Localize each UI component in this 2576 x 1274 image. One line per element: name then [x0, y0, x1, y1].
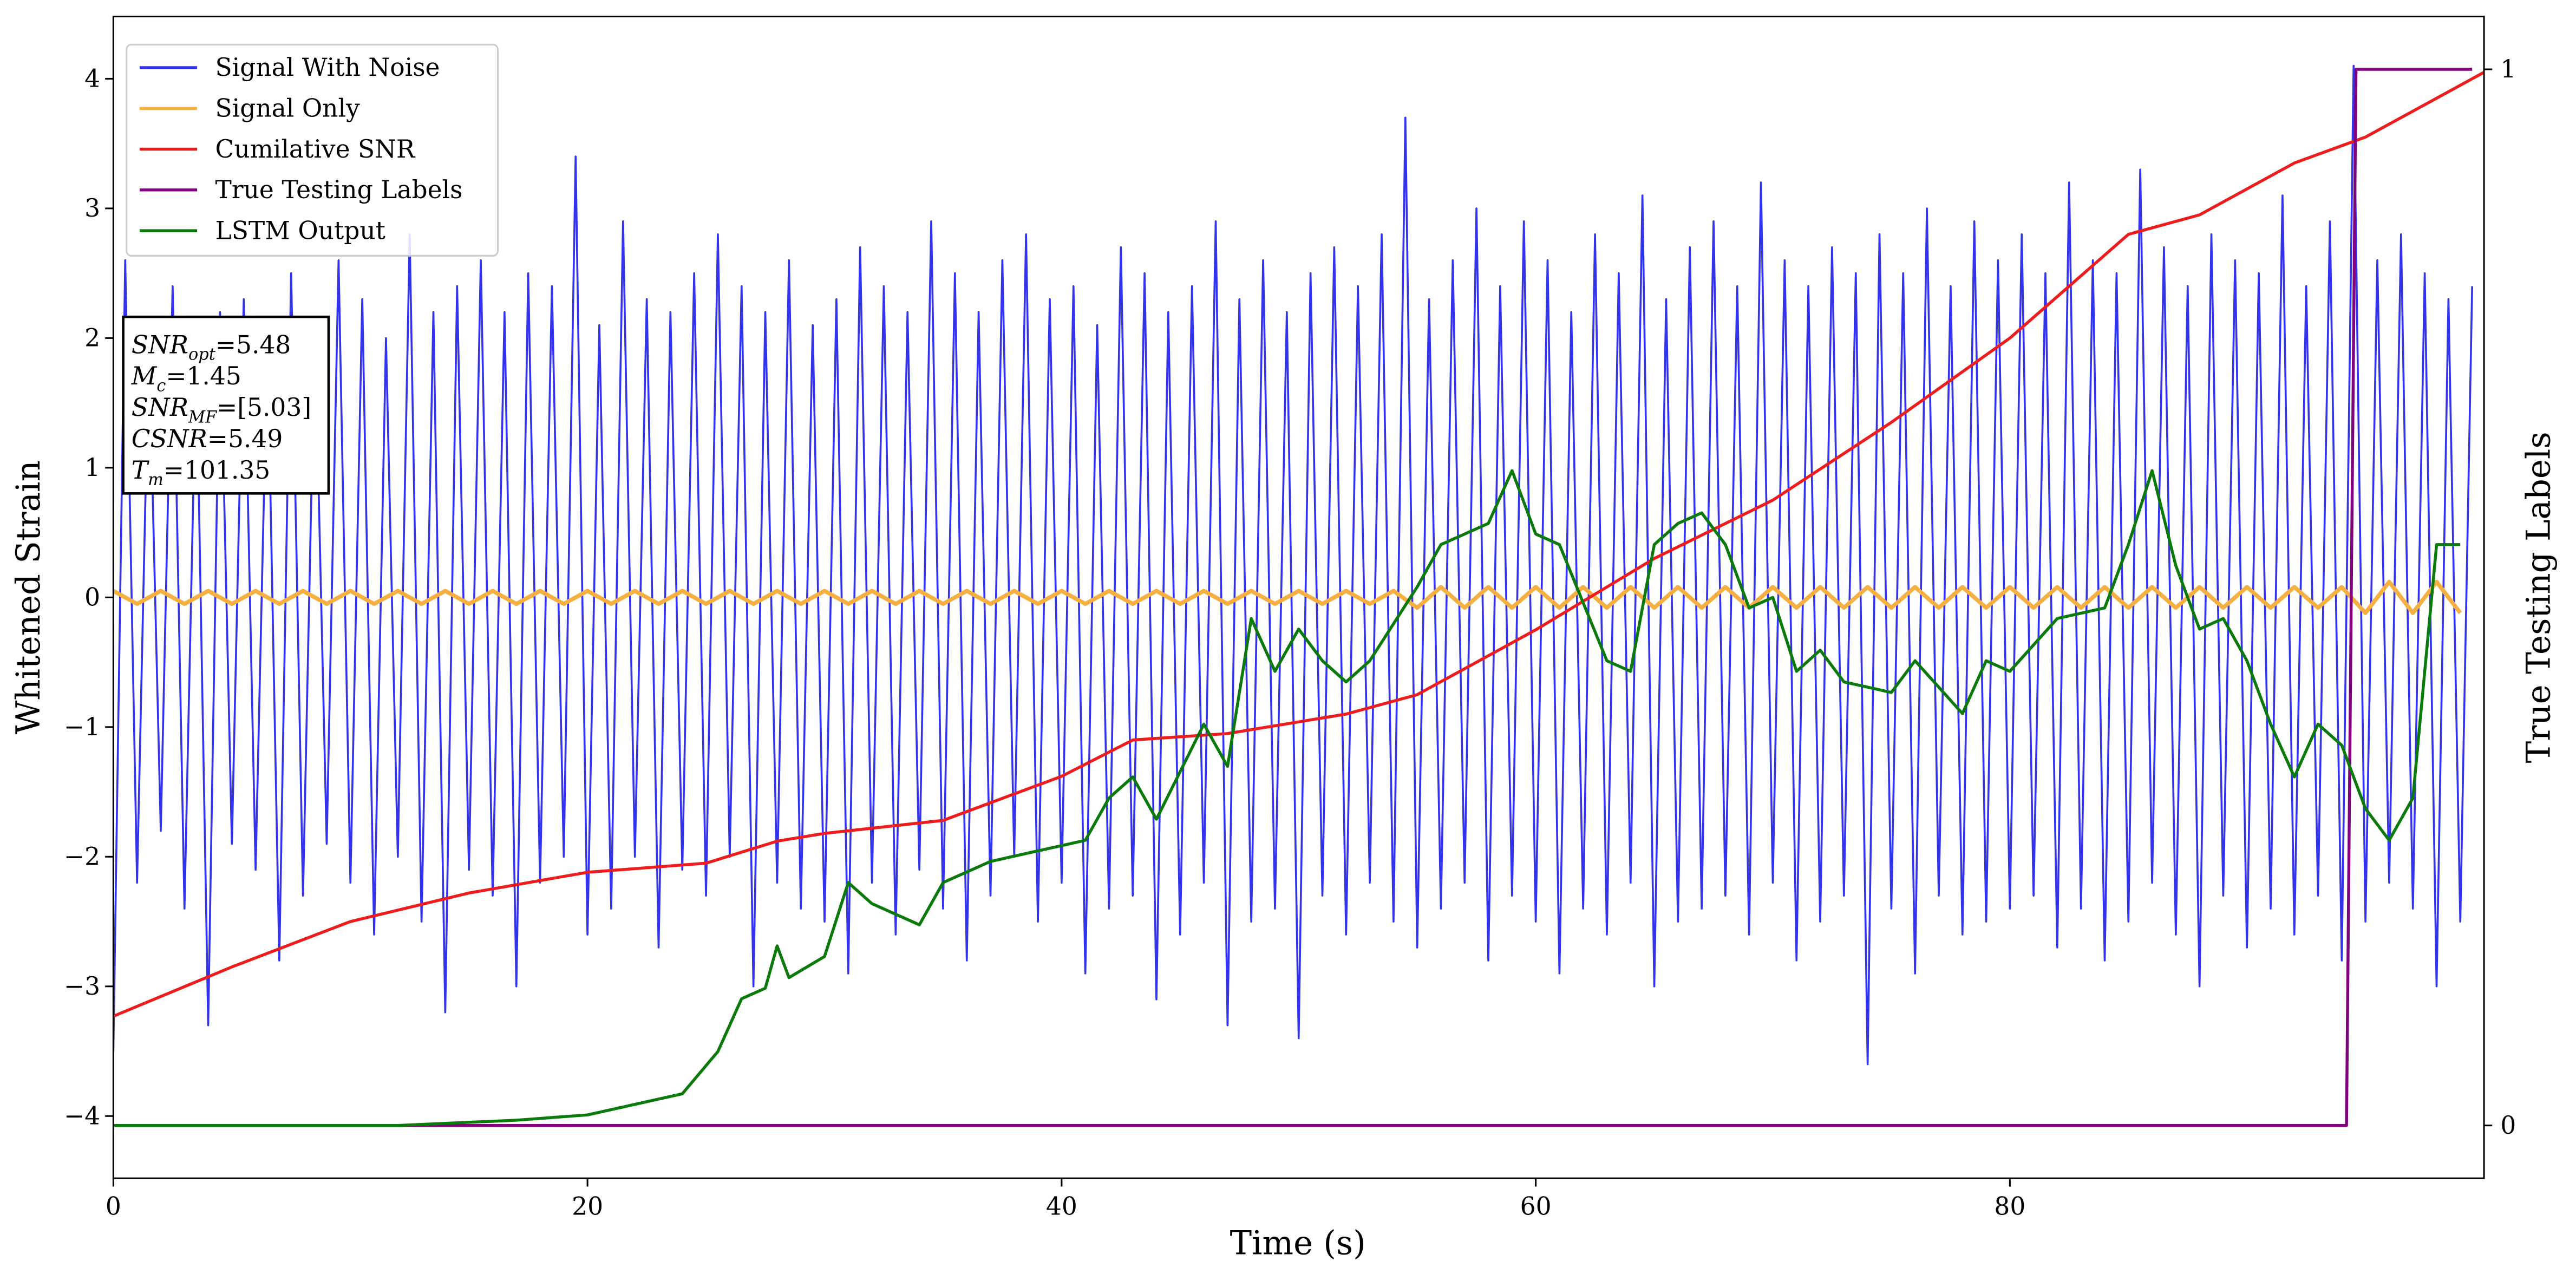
annotation-text: Mc=1.45	[131, 362, 241, 395]
annotation-text: SNRopt=5.48	[132, 330, 291, 364]
y-tick-label: 1	[84, 453, 100, 482]
annotation-value: =101.35	[164, 456, 270, 485]
legend: Signal With Noise Signal Only Cumilative S…	[126, 43, 499, 257]
annotation-text: Tm=101.35	[132, 456, 271, 489]
annotation-label: SNR	[132, 330, 188, 359]
annotation-box: SNRopt=5.48Mc=1.45SNRMF=[5.03]CSNR=5.49T…	[122, 315, 330, 495]
series-line	[113, 71, 2485, 1018]
annotation-value: =[5.03]	[217, 393, 311, 422]
annotation-label: T	[132, 456, 150, 485]
legend-label: Signal Only	[215, 94, 360, 122]
y-tick-label: 2	[84, 324, 100, 352]
annotation-label: SNR	[132, 393, 188, 422]
annotation-text: SNRMF=[5.03]	[132, 393, 311, 427]
y2-tick-label: 1	[2500, 55, 2516, 83]
y-tick-label: −1	[64, 713, 100, 741]
annotation-value: =5.49	[207, 424, 283, 453]
legend-box	[126, 43, 499, 257]
y-tick-label: −3	[64, 972, 100, 1001]
annotation-frame	[122, 315, 330, 495]
x-tick-label: 80	[1994, 1192, 2025, 1220]
legend-label: True Testing Labels	[215, 175, 463, 204]
annotation-label: M	[131, 362, 158, 390]
series-line	[113, 469, 2461, 1127]
series-line	[113, 68, 2473, 1127]
annotation-value: =5.48	[215, 330, 291, 359]
series-line	[113, 579, 2462, 615]
x-tick-label: 40	[1046, 1192, 1077, 1220]
y-tick-label: 4	[84, 64, 100, 93]
annotation-value: =1.45	[166, 362, 241, 390]
y2-axis-label: True Testing Labels	[2520, 432, 2558, 763]
y-tick-label: 0	[84, 583, 100, 611]
y-tick-label: 3	[84, 194, 100, 223]
legend-label: LSTM Output	[215, 216, 385, 245]
x-axis-label: Time (s)	[1230, 1224, 1366, 1262]
annotation-label: CSNR	[132, 424, 207, 453]
annotation-subscript: MF	[188, 408, 217, 427]
annotation-text: CSNR=5.49	[132, 424, 283, 453]
y-tick-label: −2	[64, 842, 100, 871]
x-tick-label: 20	[572, 1192, 603, 1220]
legend-label: Signal With Noise	[215, 53, 440, 82]
y-axis-label: Whitened Strain	[10, 460, 48, 734]
annotation-subscript: opt	[188, 345, 216, 364]
series-line	[113, 64, 2474, 1066]
x-tick-label: 0	[106, 1192, 121, 1220]
x-tick-label: 60	[1520, 1192, 1552, 1220]
annotation-subscript: m	[148, 471, 164, 489]
y-tick-label: −4	[64, 1101, 100, 1130]
annotation-subscript: c	[156, 376, 166, 395]
y2-tick-label: 0	[2500, 1111, 2516, 1140]
legend-label: Cumilative SNR	[215, 135, 416, 164]
